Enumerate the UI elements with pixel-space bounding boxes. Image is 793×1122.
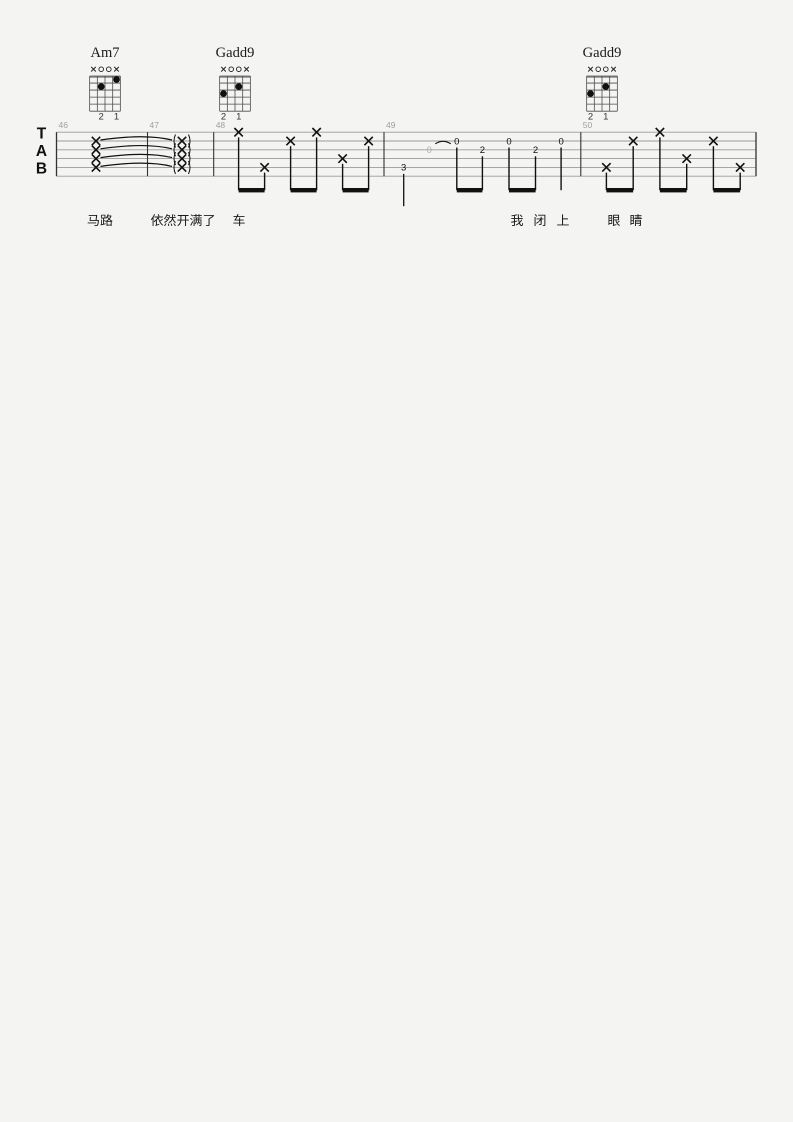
svg-text:49: 49 (386, 120, 396, 130)
svg-text:Gadd9: Gadd9 (216, 45, 255, 61)
svg-text:46: 46 (59, 120, 69, 130)
svg-text:2: 2 (221, 112, 226, 123)
svg-text:我: 我 (510, 210, 523, 229)
svg-text:睛: 睛 (629, 210, 642, 229)
svg-text:0: 0 (506, 136, 511, 147)
svg-text:依然开满了: 依然开满了 (150, 210, 215, 229)
svg-text:1: 1 (114, 112, 119, 123)
svg-text:2: 2 (533, 145, 538, 156)
svg-text:1: 1 (603, 112, 608, 123)
svg-text:0: 0 (558, 136, 563, 147)
svg-text:Gadd9: Gadd9 (583, 45, 622, 61)
svg-text:闭: 闭 (533, 210, 546, 229)
svg-text:3: 3 (401, 163, 406, 174)
svg-text:0: 0 (454, 136, 459, 147)
svg-text:Am7: Am7 (91, 45, 120, 61)
svg-text:2: 2 (480, 145, 485, 156)
svg-text:2: 2 (99, 112, 104, 123)
svg-text:车: 车 (232, 210, 245, 229)
svg-text:2: 2 (588, 112, 593, 123)
svg-text:A: A (36, 143, 47, 160)
svg-text:47: 47 (150, 120, 160, 130)
svg-text:B: B (36, 161, 47, 178)
svg-text:1: 1 (236, 112, 241, 123)
svg-text:上: 上 (556, 210, 569, 229)
svg-text:眼: 眼 (607, 210, 620, 229)
svg-text:马路: 马路 (87, 210, 113, 229)
svg-text:T: T (37, 125, 47, 142)
svg-text:0: 0 (427, 145, 432, 155)
